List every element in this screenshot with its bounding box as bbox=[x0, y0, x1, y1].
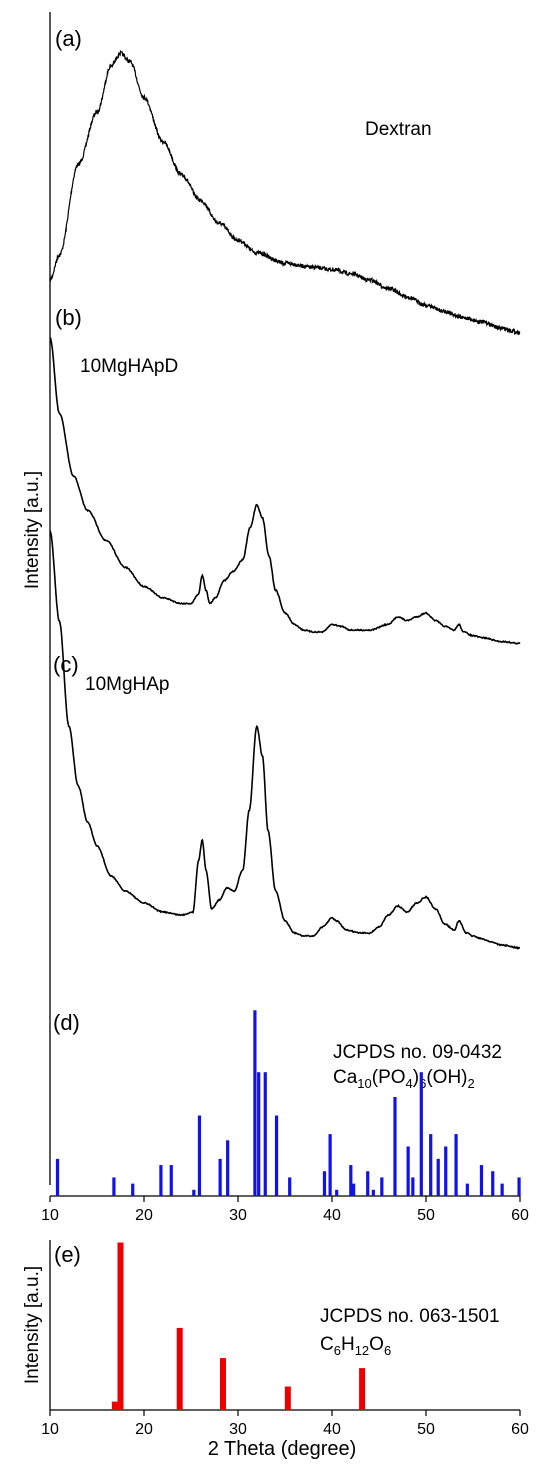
bar-17.5 bbox=[117, 1242, 124, 1410]
bar-52.1 bbox=[444, 1146, 448, 1196]
bar-35.3 bbox=[284, 1386, 291, 1410]
bar-43.8 bbox=[366, 1171, 370, 1196]
panel-b-curve bbox=[49, 337, 521, 645]
panel-c-curve bbox=[49, 530, 521, 950]
bar-39.8 bbox=[328, 1134, 332, 1196]
bar-49.5 bbox=[419, 1072, 423, 1196]
bar-28.1 bbox=[218, 1158, 222, 1196]
x-tick-label: 20 bbox=[135, 1207, 153, 1224]
panel-b-label: (b) bbox=[55, 305, 82, 330]
bar-48.1 bbox=[406, 1146, 410, 1196]
bar-22.9 bbox=[169, 1165, 173, 1196]
bar-59.9 bbox=[517, 1177, 521, 1196]
panel-d-formula: Ca10(PO4)6(OH)2 bbox=[333, 1067, 475, 1091]
bar-34.1 bbox=[274, 1115, 279, 1196]
panel-d-bars bbox=[55, 1010, 521, 1196]
x-tick-label: 10 bbox=[41, 1421, 59, 1438]
panel-a-label: (a) bbox=[55, 26, 82, 51]
panel-e-label: (e) bbox=[54, 1242, 81, 1267]
bar-57.1 bbox=[491, 1171, 495, 1196]
panel-b-series-label: 10MgHApD bbox=[80, 356, 178, 377]
bar-28.9 bbox=[226, 1140, 230, 1196]
panel-a-series-label: Dextran bbox=[365, 119, 432, 140]
bar-32.2 bbox=[257, 1072, 261, 1196]
panel-d-ref-code: JCPDS no. 09-0432 bbox=[333, 1042, 502, 1063]
panel-e-x-ticks: 10 20 30 40 50 60 bbox=[41, 1410, 529, 1438]
panel-e-formula: C6H12O6 bbox=[320, 1334, 391, 1358]
panel-b: (b) 10MgHApD bbox=[49, 305, 521, 645]
bar-39.2 bbox=[322, 1171, 327, 1196]
x-tick-label: 60 bbox=[511, 1421, 529, 1438]
x-tick-label: 30 bbox=[229, 1207, 247, 1224]
bar-23.8 bbox=[176, 1327, 183, 1410]
bar-46.7 bbox=[393, 1096, 397, 1196]
bar-48.6 bbox=[411, 1177, 415, 1196]
x-tick-label: 20 bbox=[135, 1421, 153, 1438]
x-tick-label: 50 bbox=[417, 1421, 435, 1438]
panel-e-y-axis-label: Intensity [a.u.] bbox=[22, 1266, 43, 1384]
bar-10.8 bbox=[55, 1158, 60, 1196]
bar-32.9 bbox=[263, 1072, 267, 1196]
bar-42.3 bbox=[352, 1183, 356, 1196]
bar-18.8 bbox=[131, 1183, 135, 1196]
bar-16.9 bbox=[111, 1401, 118, 1411]
bar-16.8 bbox=[112, 1177, 116, 1196]
bar-42 bbox=[349, 1165, 353, 1196]
x-tick-label: 40 bbox=[323, 1207, 341, 1224]
bar-55.9 bbox=[479, 1165, 484, 1196]
panel-e: (e) Intensity [a.u.] JCPDS no. 063-1501 … bbox=[22, 1240, 529, 1460]
panel-c: (c) 10MgHAp bbox=[49, 530, 521, 950]
bar-45.3 bbox=[380, 1177, 384, 1196]
panel-c-label: (c) bbox=[53, 652, 79, 677]
bar-21.8 bbox=[159, 1165, 163, 1196]
main-y-axis-label: Intensity [a.u.] bbox=[22, 471, 43, 589]
bar-25.9 bbox=[197, 1115, 202, 1196]
bar-51.3 bbox=[436, 1158, 440, 1196]
bar-43.2 bbox=[359, 1368, 366, 1411]
bar-53.2 bbox=[454, 1134, 458, 1196]
x-tick-label: 60 bbox=[511, 1207, 529, 1224]
bar-58.1 bbox=[500, 1183, 504, 1196]
x-tick-label: 40 bbox=[323, 1421, 341, 1438]
bar-35.5 bbox=[288, 1177, 292, 1196]
x-tick-label: 50 bbox=[417, 1207, 435, 1224]
bar-28.4 bbox=[219, 1358, 226, 1411]
panel-d-x-ticks: 10 20 30 40 50 60 bbox=[41, 1196, 529, 1224]
panel-c-series-label: 10MgHAp bbox=[85, 674, 170, 695]
x-axis-title: 2 Theta (degree) bbox=[208, 1438, 357, 1460]
panel-e-bars bbox=[111, 1242, 366, 1411]
x-tick-label: 10 bbox=[41, 1207, 59, 1224]
x-tick-label: 30 bbox=[229, 1421, 247, 1438]
bar-31.8 bbox=[253, 1010, 257, 1196]
panel-a: (a) Dextran bbox=[49, 26, 521, 336]
bar-25.3 bbox=[192, 1189, 196, 1196]
panel-d: (d) JCPDS no. 09-0432 Ca10(PO4)6(OH)2 10… bbox=[41, 1010, 529, 1224]
panel-e-ref-code: JCPDS no. 063-1501 bbox=[320, 1306, 500, 1327]
panel-a-curve bbox=[49, 49, 521, 336]
panel-d-label: (d) bbox=[53, 1010, 80, 1035]
bar-50.5 bbox=[429, 1134, 433, 1196]
bar-44.4 bbox=[371, 1189, 375, 1196]
bar-40.5 bbox=[335, 1189, 339, 1196]
bar-54.4 bbox=[465, 1183, 469, 1196]
